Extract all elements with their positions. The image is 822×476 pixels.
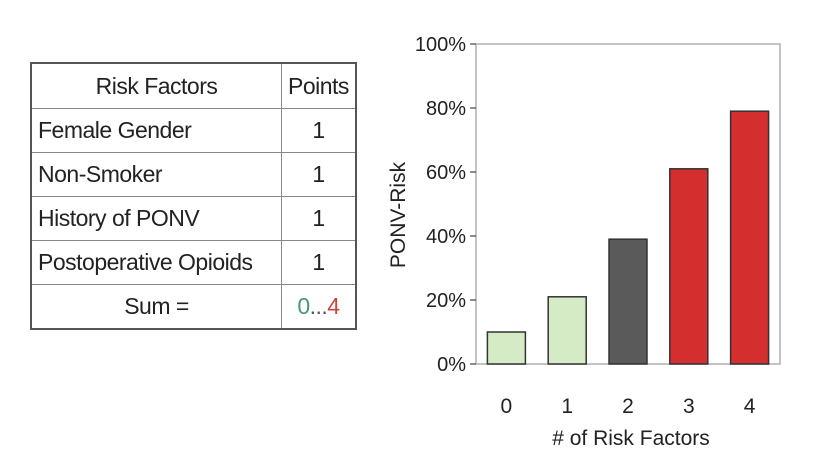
bar-4: [729, 110, 770, 365]
risk-factor-points: 1: [280, 196, 357, 241]
y-tick-label: 100%: [415, 34, 466, 56]
sum-separator: ...: [309, 293, 328, 319]
y-axis-label: PONV-Risk: [387, 161, 410, 268]
x-tick-label: 1: [561, 395, 573, 418]
table-row: Female Gender 1: [30, 108, 357, 153]
y-tick-label: 0%: [437, 354, 466, 376]
header-points: Points: [280, 62, 357, 109]
sum-range: 0...4: [280, 284, 357, 330]
table-row: Postoperative Opioids 1: [30, 240, 357, 285]
table-header-row: Risk Factors Points: [30, 62, 357, 109]
bar-3: [669, 168, 709, 365]
risk-factor-points: 1: [280, 240, 357, 285]
sum-max: 4: [327, 293, 340, 319]
sum-row: Sum = 0...4: [30, 284, 357, 330]
x-tick-label: 4: [744, 395, 756, 418]
y-axis-ticks: 0% 20% 40% 60% 80% 100%: [415, 34, 476, 376]
x-tick-label: 0: [501, 395, 513, 418]
y-tick-label: 40%: [426, 226, 466, 248]
table-row: History of PONV 1: [30, 196, 357, 241]
chart-bars: [486, 110, 770, 365]
bar-2: [608, 238, 648, 365]
sum-min: 0: [297, 293, 310, 319]
risk-factor-name: Postoperative Opioids: [30, 240, 282, 285]
x-axis-label: # of Risk Factors: [552, 427, 710, 450]
x-tick-label: 3: [683, 395, 695, 418]
bar-0: [486, 331, 527, 365]
risk-factor-table: Risk Factors Points Female Gender 1 Non-…: [30, 62, 357, 330]
y-tick-label: 60%: [426, 162, 466, 184]
bar-1: [547, 296, 587, 365]
y-tick-label: 20%: [426, 290, 466, 312]
y-tick-label: 80%: [426, 98, 466, 120]
x-tick-label: 2: [622, 395, 634, 418]
x-axis-ticks: 0 1 2 3 4: [501, 395, 756, 418]
sum-label: Sum =: [30, 284, 282, 330]
